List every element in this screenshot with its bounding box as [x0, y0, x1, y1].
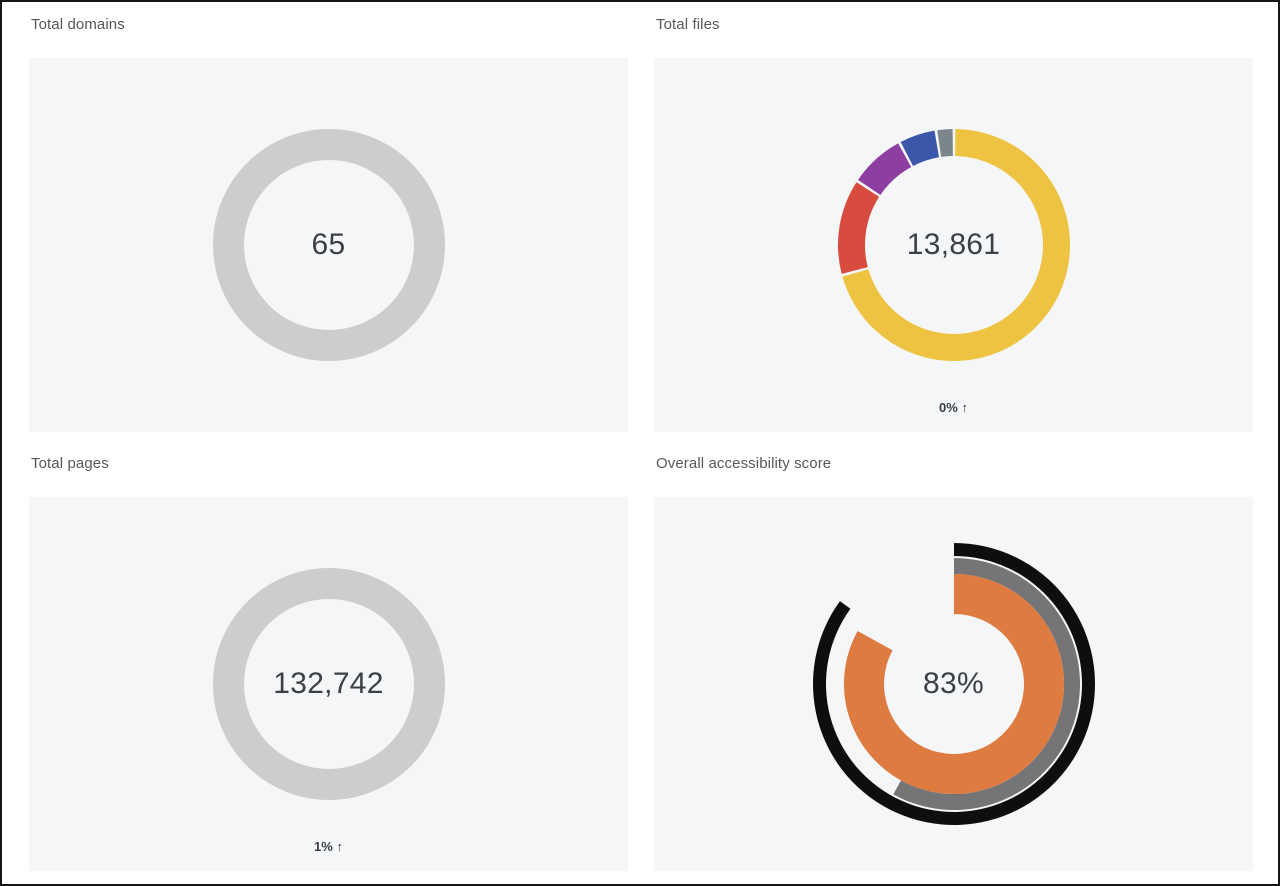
card-total-files: Total files 13,861 0% ↑: [654, 15, 1253, 432]
total-files-panel: 13,861 0% ↑: [654, 58, 1253, 432]
total-files-value: 13,861: [906, 228, 1001, 261]
score-inner-ring[interactable]: [843, 574, 1064, 794]
total-pages-ring[interactable]: [212, 568, 445, 800]
accessibility-score-gauge-chart[interactable]: [809, 539, 1099, 829]
total-pages-value: 132,742: [273, 667, 384, 700]
card-total-pages: Total pages 132,742 1% ↑: [29, 454, 628, 871]
total-domains-donut-chart[interactable]: [209, 125, 449, 365]
files-segment-3[interactable]: [857, 143, 911, 195]
card-title-accessibility-score: Overall accessibility score: [656, 455, 832, 472]
total-pages-panel: 132,742 1% ↑: [29, 497, 628, 871]
card-total-domains: Total domains 65: [29, 15, 628, 432]
card-title-total-pages: Total pages: [31, 455, 109, 472]
total-files-change-badge: 0% ↑: [939, 400, 968, 415]
total-domains-value: 65: [311, 228, 346, 261]
total-pages-donut-chart[interactable]: [209, 564, 449, 804]
accessibility-score-value: 83%: [923, 667, 984, 700]
dashboard-grid: Total domains 65 Total files 13,861 0% ↑…: [2, 2, 1278, 871]
accessibility-score-panel: 83%: [654, 497, 1253, 871]
files-segment-2[interactable]: [837, 182, 879, 274]
total-domains-panel: 65: [29, 58, 628, 432]
files-segment-4[interactable]: [900, 130, 939, 166]
card-title-total-domains: Total domains: [31, 16, 125, 33]
card-accessibility-score: Overall accessibility score 83%: [654, 454, 1253, 871]
total-pages-change-badge: 1% ↑: [314, 839, 343, 854]
card-title-total-files: Total files: [656, 16, 720, 33]
files-segment-5[interactable]: [936, 129, 953, 157]
total-files-donut-chart[interactable]: [834, 125, 1074, 365]
total-domains-ring[interactable]: [212, 129, 445, 361]
